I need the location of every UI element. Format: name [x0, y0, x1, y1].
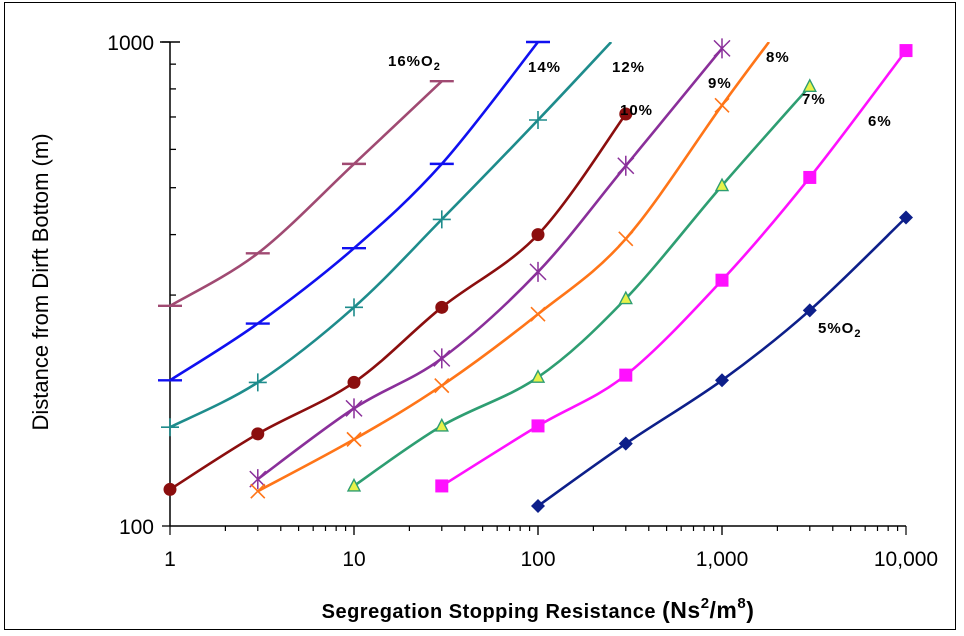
- series-7: [346, 78, 817, 492]
- data-point: [432, 210, 451, 229]
- data-point: [618, 290, 633, 305]
- x-axis-title-end: ): [746, 597, 754, 623]
- series-layer: [158, 38, 913, 513]
- data-point: [434, 378, 450, 394]
- series-line: [257, 42, 771, 493]
- data-point: [435, 300, 449, 314]
- x-axis-title-sup2: 8: [737, 595, 746, 612]
- data-point: [713, 38, 731, 59]
- data-point: [347, 375, 361, 389]
- series-6: [250, 42, 771, 499]
- series-line: [169, 113, 627, 491]
- series-label: 9%: [708, 75, 732, 92]
- data-point: [529, 261, 547, 282]
- x-axis-title-sup1: 2: [701, 595, 710, 612]
- data-point: [434, 417, 449, 432]
- data-point: [714, 177, 730, 192]
- data-point: [530, 369, 546, 383]
- data-point: [618, 436, 633, 451]
- data-point: [161, 418, 179, 437]
- series-label: 14%: [528, 59, 561, 76]
- y-tick-label: 1000: [107, 32, 154, 55]
- data-point: [345, 398, 363, 419]
- data-point: [715, 273, 729, 287]
- x-tick-label: 10: [342, 548, 365, 571]
- data-point: [433, 348, 451, 369]
- series-1: [158, 79, 454, 308]
- series-line: [169, 42, 613, 429]
- axes: 100 1000 1 10 100 1,000 10,000: [107, 32, 938, 571]
- series-label: 16%O2: [388, 53, 441, 73]
- y-axis-title: Distance from Dirft Bottom (m): [28, 133, 53, 430]
- data-point: [802, 78, 817, 92]
- series-label: 12%: [612, 59, 645, 76]
- series-line: [257, 47, 724, 481]
- x-axis-title-mid: /m: [710, 597, 738, 623]
- data-point: [715, 373, 729, 388]
- data-point: [714, 97, 730, 113]
- series-labels: 16%O2 14% 12% 10% 9% 8% 7% 6% 5%O2: [388, 49, 892, 340]
- series-line: [537, 216, 907, 508]
- x-axis-title: Segregation Stopping Resistance (Ns2/m8): [322, 595, 755, 623]
- data-point: [531, 419, 545, 433]
- x-axis-title-main: Segregation Stopping Resistance: [322, 601, 663, 623]
- x-tick-label: 1: [164, 548, 176, 571]
- series-label: 7%: [802, 91, 826, 108]
- data-point: [529, 110, 547, 129]
- series-label: 8%: [766, 49, 790, 66]
- data-point: [248, 373, 267, 392]
- series-line: [441, 49, 908, 488]
- x-tick-label: 1,000: [696, 548, 749, 571]
- data-point: [345, 298, 363, 317]
- series-9: [531, 210, 913, 513]
- series-line: [169, 80, 443, 308]
- series-3: [161, 42, 613, 437]
- series-label: 6%: [868, 113, 892, 130]
- data-point: [803, 170, 817, 184]
- series-line: [353, 85, 811, 487]
- data-point: [619, 368, 633, 382]
- data-point: [530, 306, 546, 322]
- data-point: [249, 469, 267, 490]
- y-tick-label: 100: [119, 516, 154, 539]
- series-label: 10%: [620, 102, 653, 119]
- data-point: [346, 431, 362, 447]
- series-4: [163, 107, 633, 496]
- x-tick-label: 10,000: [874, 548, 938, 571]
- series-8: [435, 44, 913, 493]
- series-line: [169, 42, 540, 382]
- data-point: [251, 427, 265, 441]
- x-tick-label: 100: [520, 548, 555, 571]
- series-5: [249, 38, 731, 490]
- series-label: 5%O2: [818, 320, 861, 340]
- data-point: [531, 228, 545, 242]
- data-point: [163, 482, 177, 496]
- data-point: [435, 479, 449, 493]
- data-point: [618, 231, 634, 247]
- series-2: [158, 40, 550, 382]
- data-point: [617, 155, 635, 176]
- data-point: [346, 477, 362, 492]
- data-point: [899, 44, 913, 58]
- data-point: [250, 483, 266, 499]
- data-point: [531, 498, 545, 513]
- data-point: [802, 303, 817, 318]
- data-point: [899, 210, 913, 225]
- x-axis-title-unit: (Ns: [662, 597, 701, 623]
- data-point: [619, 107, 633, 121]
